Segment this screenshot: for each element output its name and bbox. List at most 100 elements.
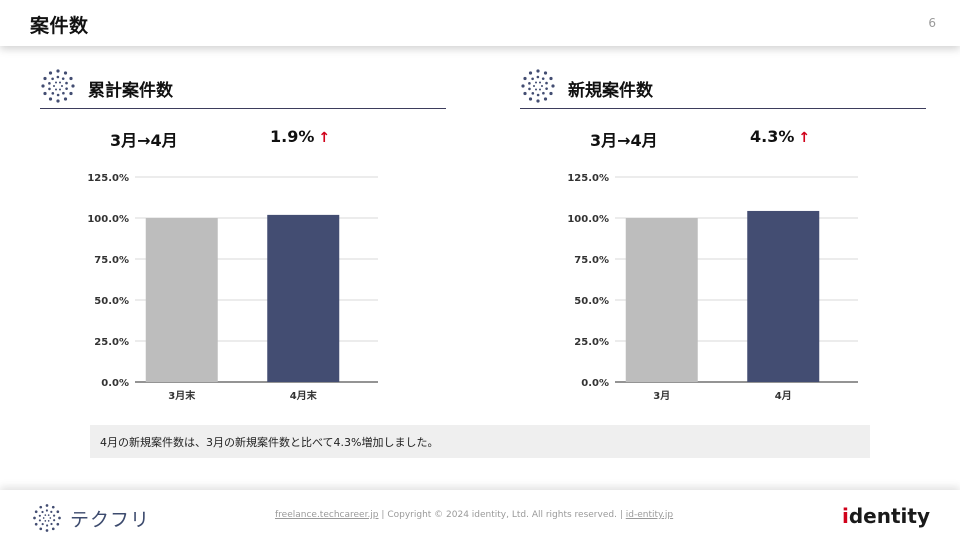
- icon-dot: [536, 93, 540, 97]
- icon-dot: [528, 71, 533, 75]
- icon-dot: [63, 71, 68, 75]
- icon-dot: [523, 91, 527, 96]
- icon-dot: [536, 69, 540, 73]
- icon-dot: [528, 82, 531, 85]
- panel-cumulative: 累計案件数 3月→4月 1.9% ↑ 125.0% 100.0% 75.0% 50.0%…: [40, 60, 446, 402]
- y-tick-label: 75.0%: [574, 255, 609, 266]
- icon-dot: [51, 527, 55, 531]
- icon-dot: [44, 520, 47, 522]
- title-divider: [520, 108, 926, 109]
- icon-dot: [38, 519, 41, 522]
- bar: [145, 218, 218, 382]
- icon-dot: [59, 81, 61, 84]
- summary-note: 4月の新規案件数は、3月の新規案件数と比べて4.3%増加しました。: [90, 425, 870, 458]
- icon-dot: [53, 519, 56, 522]
- period-label: 3月→4月: [590, 131, 658, 150]
- y-tick-label: 50.0%: [574, 296, 609, 307]
- icon-dot: [62, 91, 65, 95]
- y-tick-label: 0.0%: [581, 378, 609, 389]
- icon-dot: [69, 91, 73, 96]
- icon-dot: [56, 75, 60, 79]
- panel-new: 新規案件数 3月→4月 4.3% ↑ 125.0% 100.0% 75.0% 50.0%…: [520, 60, 926, 402]
- icon-dot: [42, 517, 45, 519]
- icon-dot: [34, 510, 38, 514]
- change-percent: 4.3%: [750, 127, 795, 146]
- icon-dot: [43, 76, 47, 81]
- icon-dot: [56, 510, 60, 514]
- brand-i: i: [842, 504, 849, 528]
- y-tick-label: 25.0%: [574, 337, 609, 348]
- icon-dot: [50, 522, 53, 526]
- icon-dot: [46, 524, 49, 527]
- icon-dot: [48, 82, 51, 85]
- icon-dot: [50, 510, 53, 513]
- y-tick-label: 125.0%: [87, 173, 129, 184]
- panel-title-row: 累計案件数: [40, 66, 446, 103]
- separator: |: [381, 510, 385, 520]
- icon-dot: [551, 84, 555, 88]
- panel-title: 累計案件数: [88, 81, 173, 101]
- icon-dot: [61, 77, 65, 80]
- page-title: 案件数: [30, 15, 89, 37]
- y-tick-label: 100.0%: [87, 214, 129, 225]
- bar: [747, 210, 820, 382]
- icon-dot: [47, 520, 50, 522]
- y-tick-label: 0.0%: [101, 378, 129, 389]
- y-tick-label: 25.0%: [94, 337, 129, 348]
- x-tick-label: 3月末: [168, 389, 196, 402]
- footer-links: freelance.techcareer.jp | Copyright © 20…: [275, 510, 673, 520]
- icon-dot: [41, 84, 45, 88]
- icon-dot: [549, 91, 553, 96]
- icon-dot: [536, 75, 540, 79]
- title-divider: [40, 108, 446, 109]
- icon-dot: [51, 77, 54, 81]
- y-tick-label: 100.0%: [567, 214, 609, 225]
- bar: [267, 214, 340, 382]
- icon-dot: [48, 71, 53, 75]
- icon-dot: [543, 71, 548, 75]
- change-value: 1.9% ↑: [270, 127, 330, 146]
- icon-dot: [55, 88, 57, 91]
- separator: |: [619, 510, 623, 520]
- icon-dot: [49, 517, 52, 519]
- up-arrow-icon: ↑: [318, 130, 331, 146]
- icon-dot: [53, 85, 55, 87]
- icon-dot: [56, 69, 60, 73]
- x-tick-label: 4月末: [290, 389, 318, 402]
- icon-dot: [543, 97, 548, 101]
- dots-circle-icon: [41, 69, 75, 103]
- techfuri-logo-icon: [33, 504, 61, 532]
- icon-dot: [39, 527, 43, 531]
- page-number: 6: [928, 16, 936, 30]
- icon-dot: [43, 91, 47, 96]
- slide-footer: テクフリ freelance.techcareer.jp | Copyright…: [0, 490, 960, 540]
- icon-dot: [545, 87, 548, 90]
- icon-dot: [53, 514, 56, 517]
- icon-dot: [69, 76, 73, 81]
- icon-dot: [71, 84, 75, 88]
- icon-dot: [51, 92, 55, 95]
- icon-dot: [65, 81, 68, 85]
- icon-dot: [521, 84, 525, 88]
- panel-title-row: 新規案件数: [520, 66, 926, 103]
- change-value: 4.3% ↑: [750, 127, 810, 146]
- copyright-text: Copyright © 2024 identity, Ltd. All righ…: [387, 510, 617, 520]
- identity-link[interactable]: id-entity.jp: [625, 510, 674, 520]
- y-tick-label: 125.0%: [567, 173, 609, 184]
- icon-dot: [541, 77, 545, 80]
- icon-dot: [58, 516, 61, 520]
- icon-dot: [536, 99, 540, 103]
- techcareer-link[interactable]: freelance.techcareer.jp: [275, 510, 379, 520]
- x-tick-label: 3月: [653, 390, 670, 402]
- icon-dot: [41, 510, 44, 514]
- icon-dot: [45, 504, 49, 507]
- summary-text: 4月の新規案件数は、3月の新規案件数と比べて4.3%増加しました。: [100, 436, 439, 449]
- icon-dot: [535, 81, 537, 84]
- icon-dot: [55, 81, 57, 84]
- icon-dot: [56, 522, 60, 526]
- icon-dot: [51, 505, 55, 509]
- icon-dot: [545, 81, 548, 85]
- icon-dot: [535, 88, 537, 91]
- icon-dot: [48, 97, 53, 101]
- icon-dot: [531, 77, 534, 81]
